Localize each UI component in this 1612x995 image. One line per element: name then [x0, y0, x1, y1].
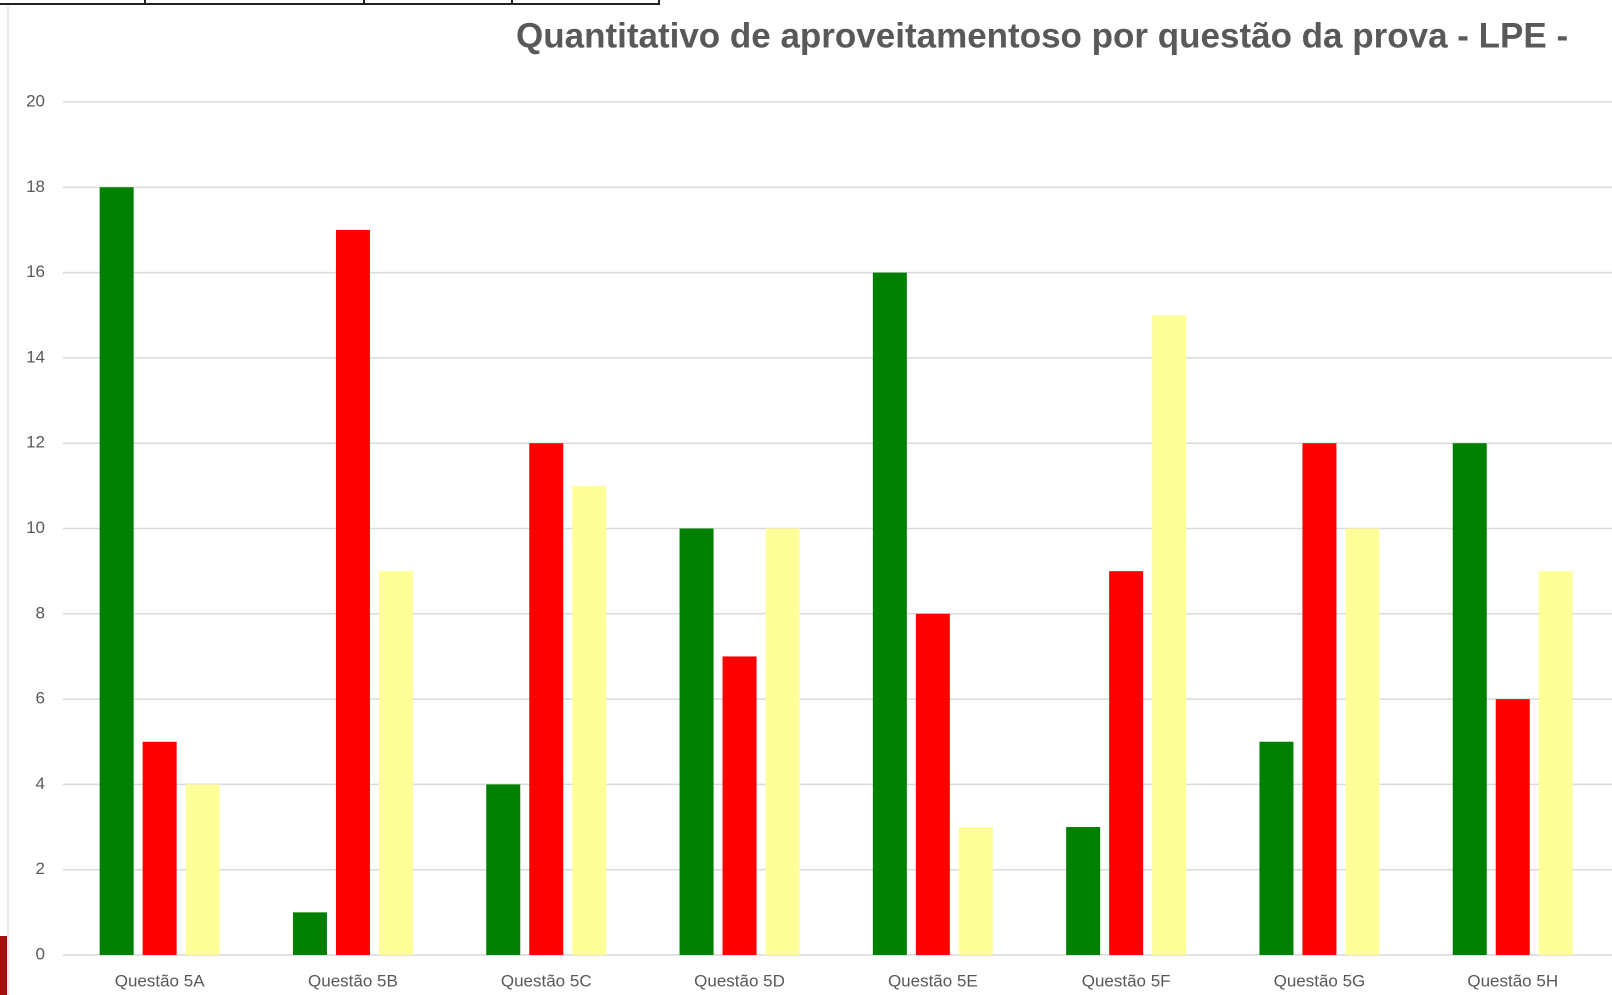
y-tick-label: 4 — [36, 774, 45, 793]
bar — [378, 571, 413, 955]
bar — [722, 656, 757, 955]
y-tick-label: 0 — [36, 944, 45, 963]
x-tick-label: Questão 5B — [308, 971, 398, 990]
x-tick-label: Questão 5H — [1467, 971, 1558, 990]
bar — [1259, 741, 1294, 955]
x-tick-label: Questão 5A — [115, 971, 205, 990]
x-tick-label: Questão 5E — [888, 971, 978, 990]
bar — [529, 443, 564, 955]
bar — [1302, 443, 1337, 955]
y-tick-label: 2 — [36, 859, 45, 878]
y-tick-label: 10 — [26, 518, 45, 537]
x-tick-label: Questão 5D — [694, 971, 785, 990]
bar — [1109, 571, 1144, 955]
bar — [292, 912, 327, 955]
bar — [1066, 827, 1101, 955]
sheet-fragment — [0, 936, 7, 995]
x-tick-label: Questão 5G — [1274, 971, 1366, 990]
bar — [1345, 528, 1380, 955]
y-tick-label: 16 — [26, 262, 45, 281]
bar — [915, 613, 950, 955]
y-tick-label: 8 — [36, 603, 45, 622]
bar — [1152, 315, 1187, 955]
bar — [958, 827, 993, 955]
bar — [486, 784, 521, 955]
y-tick-label: 6 — [36, 689, 45, 708]
bar — [1538, 571, 1573, 955]
y-tick-label: 12 — [26, 433, 45, 452]
bar — [99, 187, 134, 956]
y-tick-label: 18 — [26, 177, 45, 196]
bar — [1452, 443, 1487, 955]
bar — [185, 784, 220, 955]
bar — [142, 741, 177, 955]
x-tick-label: Questão 5F — [1082, 971, 1171, 990]
bar — [765, 528, 800, 955]
bar — [1495, 699, 1530, 955]
bar — [572, 485, 607, 955]
y-tick-label: 20 — [26, 91, 45, 110]
bar — [335, 229, 370, 955]
bar — [872, 272, 907, 956]
x-tick-label: Questão 5C — [501, 971, 592, 990]
y-tick-label: 14 — [26, 347, 45, 366]
chart-title: Quantitativo de aproveitamentoso por que… — [516, 16, 1568, 55]
bar — [679, 528, 714, 955]
